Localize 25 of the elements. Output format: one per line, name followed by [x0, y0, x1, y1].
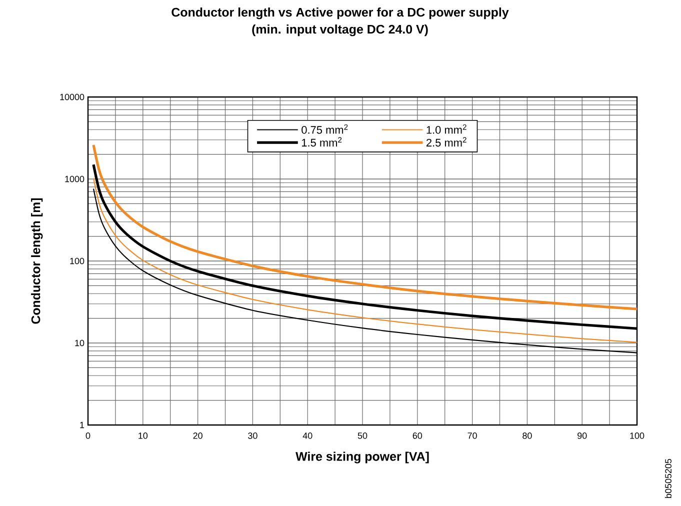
- x-tick-label: 40: [302, 432, 312, 439]
- legend-label: 1.0 mm$^{2}$: [426, 124, 466, 134]
- x-tick-label: 20: [193, 432, 202, 439]
- y-axis-title: Conductor length [m]: [31, 198, 43, 324]
- x-tick-label: 10: [138, 432, 148, 439]
- chart-title: Conductor length vs Active power for a DC power supply: [172, 8, 509, 20]
- legend-label: 1.5 mm$^{2}$: [302, 137, 342, 147]
- y-tick-label: 10: [75, 340, 84, 346]
- x-tick-label: 70: [468, 432, 477, 439]
- x-tick-label: 80: [522, 432, 532, 439]
- x-tick-label: 90: [578, 432, 587, 439]
- x-tick-label: 50: [358, 432, 368, 439]
- y-tick-label: 100: [70, 258, 84, 264]
- y-tick-label: 1000: [65, 176, 84, 182]
- x-tick-label: 0: [86, 432, 90, 439]
- text: b0505205: [664, 458, 672, 498]
- x-tick-label: 30: [248, 432, 258, 439]
- legend-label: 0.75 mm$^{2}$: [302, 124, 348, 134]
- legend-label: 2.5 mm$^{2}$: [426, 137, 466, 147]
- chart-subtitle: (min. input voltage DC 24.0 V): [252, 24, 428, 36]
- y-tick-label: 10000: [60, 94, 84, 100]
- x-axis-title: Wire sizing power [VA]: [296, 452, 429, 464]
- x-tick-label: 60: [412, 432, 422, 439]
- y-tick-label: 1: [80, 422, 84, 428]
- x-tick-label: 100: [630, 432, 644, 439]
